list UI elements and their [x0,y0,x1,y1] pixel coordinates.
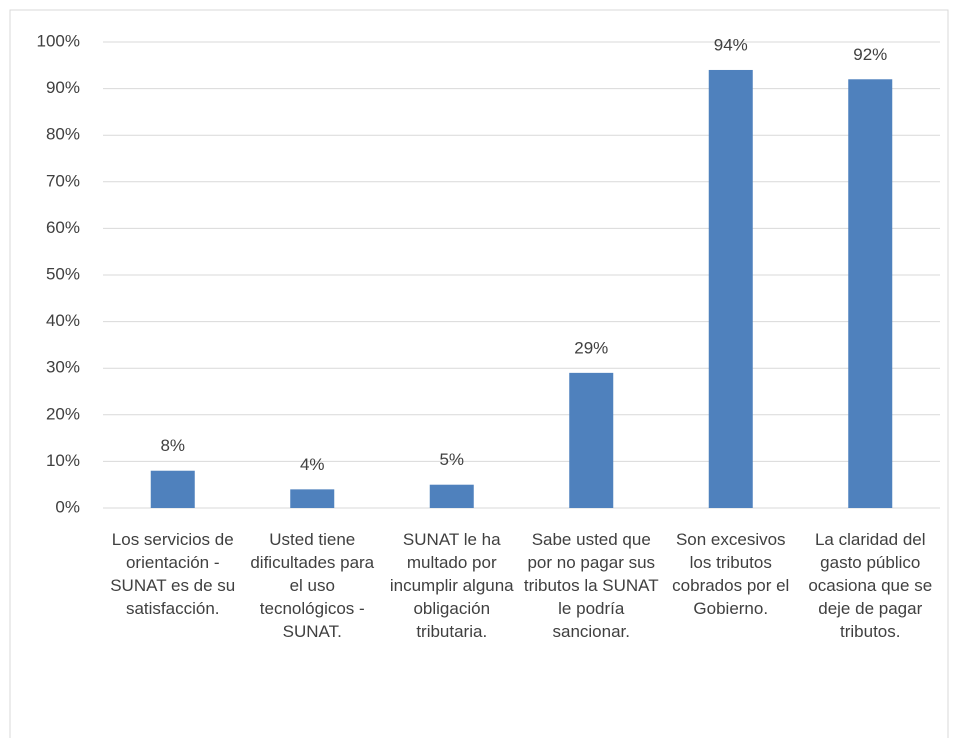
y-tick-label: 90% [46,78,80,97]
x-tick-label: Usted tiene dificultades para el uso tec… [250,530,375,641]
y-tick-label: 70% [46,171,80,190]
data-label: 94% [714,35,748,54]
x-tick-label: Son excesivos los tributos cobrados por … [672,530,790,618]
data-label: 92% [853,45,887,64]
y-tick-label: 60% [46,218,80,237]
y-tick-label: 40% [46,311,80,330]
y-tick-label: 100% [37,31,80,50]
bar [848,79,893,508]
data-label: 8% [160,436,185,455]
data-label: 4% [300,455,325,474]
data-label: 5% [439,450,464,469]
y-tick-label: 10% [46,451,80,470]
y-tick-label: 80% [46,125,80,144]
bar [150,470,195,508]
y-tick-label: 50% [46,264,80,283]
x-tick-label: SUNAT le ha multado por incumplir alguna… [389,530,514,641]
x-tick-label: Los servicios de orientación - SUNAT es … [110,530,236,618]
y-tick-label: 30% [46,358,80,377]
bar [708,69,753,509]
bar [290,489,335,508]
chart-border [9,9,949,738]
bar [429,484,474,508]
bar [569,372,614,508]
y-tick-label: 0% [55,497,80,516]
x-tick-label: Sabe usted que por no pagar sus tributos… [523,530,659,641]
data-label: 29% [574,338,608,357]
x-tick-label: La claridad del gasto público ocasiona q… [808,530,933,641]
y-tick-label: 20% [46,404,80,423]
